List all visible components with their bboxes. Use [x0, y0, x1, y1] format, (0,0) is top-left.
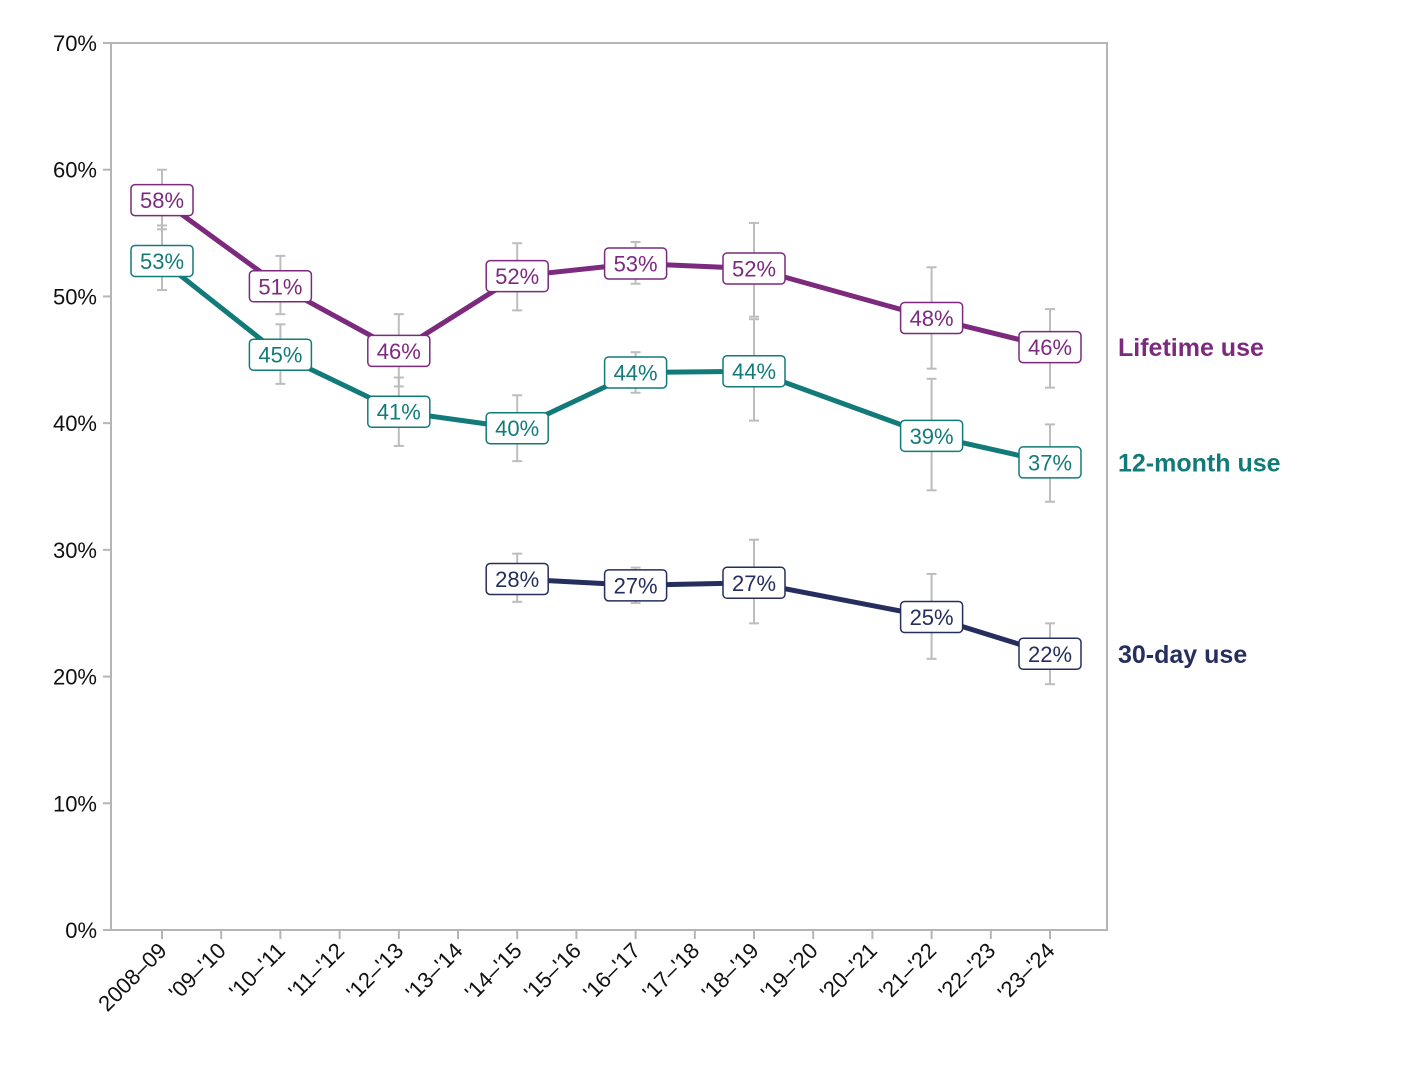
- x-tick-label: '17–'18: [637, 938, 704, 1005]
- series-name-labels: Lifetime use 12-month use 30-day use: [1118, 334, 1281, 669]
- data-label: 44%: [722, 354, 786, 388]
- svg-text:46%: 46%: [377, 339, 421, 364]
- plot-frame: [110, 42, 1108, 931]
- y-tick-label: 50%: [53, 284, 97, 309]
- data-label: 22%: [1018, 637, 1082, 671]
- data-label: 37%: [1018, 446, 1082, 479]
- data-label: 53%: [130, 244, 194, 278]
- series-name-label: Lifetime use: [1118, 334, 1264, 362]
- x-tick-label: '19–'20: [756, 938, 823, 1005]
- data-label: 46%: [367, 334, 431, 368]
- data-labels: 58% 51% 46% 52% 53% 52% 48% 46% 53% 45% 41% 40% 44% 4…: [130, 183, 1082, 671]
- data-label: 45%: [248, 338, 313, 371]
- data-label: 51%: [248, 270, 313, 303]
- y-tick-label: 0%: [65, 918, 97, 943]
- data-label: 44%: [603, 356, 668, 389]
- x-tick-label: '09–'10: [164, 938, 231, 1005]
- svg-text:22%: 22%: [1028, 642, 1072, 667]
- svg-text:52%: 52%: [495, 264, 539, 289]
- svg-text:53%: 53%: [140, 249, 184, 274]
- svg-text:37%: 37%: [1028, 450, 1072, 475]
- svg-text:44%: 44%: [614, 360, 658, 385]
- data-label: 28%: [485, 562, 549, 596]
- svg-text:27%: 27%: [614, 573, 658, 598]
- svg-text:44%: 44%: [732, 359, 776, 384]
- svg-text:51%: 51%: [258, 274, 302, 299]
- svg-text:41%: 41%: [377, 400, 421, 425]
- x-tick-label: '18–'19: [697, 938, 764, 1005]
- x-tick-label: '21–'22: [874, 938, 941, 1005]
- svg-text:40%: 40%: [495, 416, 539, 441]
- data-label: 25%: [899, 600, 964, 634]
- svg-text:28%: 28%: [495, 567, 539, 592]
- x-tick-label: '15–'16: [519, 938, 586, 1005]
- svg-text:39%: 39%: [910, 424, 954, 449]
- svg-text:58%: 58%: [140, 188, 184, 213]
- y-tick-label: 60%: [53, 158, 97, 183]
- x-tick-label: 2008–09: [93, 938, 171, 1016]
- y-tick-label: 10%: [53, 791, 97, 816]
- data-label: 52%: [722, 252, 786, 285]
- svg-text:48%: 48%: [910, 306, 954, 331]
- data-label: 41%: [367, 395, 431, 428]
- svg-text:46%: 46%: [1028, 335, 1072, 360]
- x-tick-label: '16–'17: [578, 938, 645, 1005]
- svg-text:27%: 27%: [732, 571, 776, 596]
- x-tick-label: '13–'14: [401, 938, 468, 1005]
- data-label: 27%: [603, 569, 668, 602]
- svg-text:45%: 45%: [258, 343, 302, 368]
- data-label: 58%: [130, 183, 194, 217]
- x-tick-label: '23–'24: [993, 938, 1060, 1005]
- data-label: 40%: [485, 411, 549, 445]
- data-label: 53%: [603, 247, 668, 280]
- x-tick-label: '10–'11: [224, 938, 290, 1004]
- svg-text:52%: 52%: [732, 257, 776, 282]
- x-tick-label: '14–'15: [460, 938, 527, 1005]
- data-label: 48%: [899, 301, 964, 335]
- x-tick-label: '11–'12: [283, 938, 349, 1004]
- svg-text:25%: 25%: [910, 605, 954, 630]
- svg-text:53%: 53%: [614, 251, 658, 276]
- data-label: 27%: [722, 566, 786, 600]
- axes: 0% 10% 20% 30% 40% 50% 60% 70% 2008–09'09–'10'10…: [53, 31, 1108, 1016]
- y-tick-label: 40%: [53, 411, 97, 436]
- y-tick-label: 20%: [53, 665, 97, 690]
- data-label: 52%: [485, 259, 549, 293]
- data-label: 46%: [1018, 330, 1082, 364]
- x-tick-label: '12–'13: [341, 938, 408, 1005]
- x-tick-label: '20–'21: [815, 938, 882, 1005]
- y-tick-label: 30%: [53, 538, 97, 563]
- series-name-label: 12-month use: [1118, 449, 1281, 477]
- x-tick-label: '22–'23: [933, 938, 1000, 1005]
- y-tick-label: 70%: [53, 31, 97, 56]
- data-label: 39%: [899, 419, 964, 453]
- series-name-label: 30-day use: [1118, 641, 1247, 669]
